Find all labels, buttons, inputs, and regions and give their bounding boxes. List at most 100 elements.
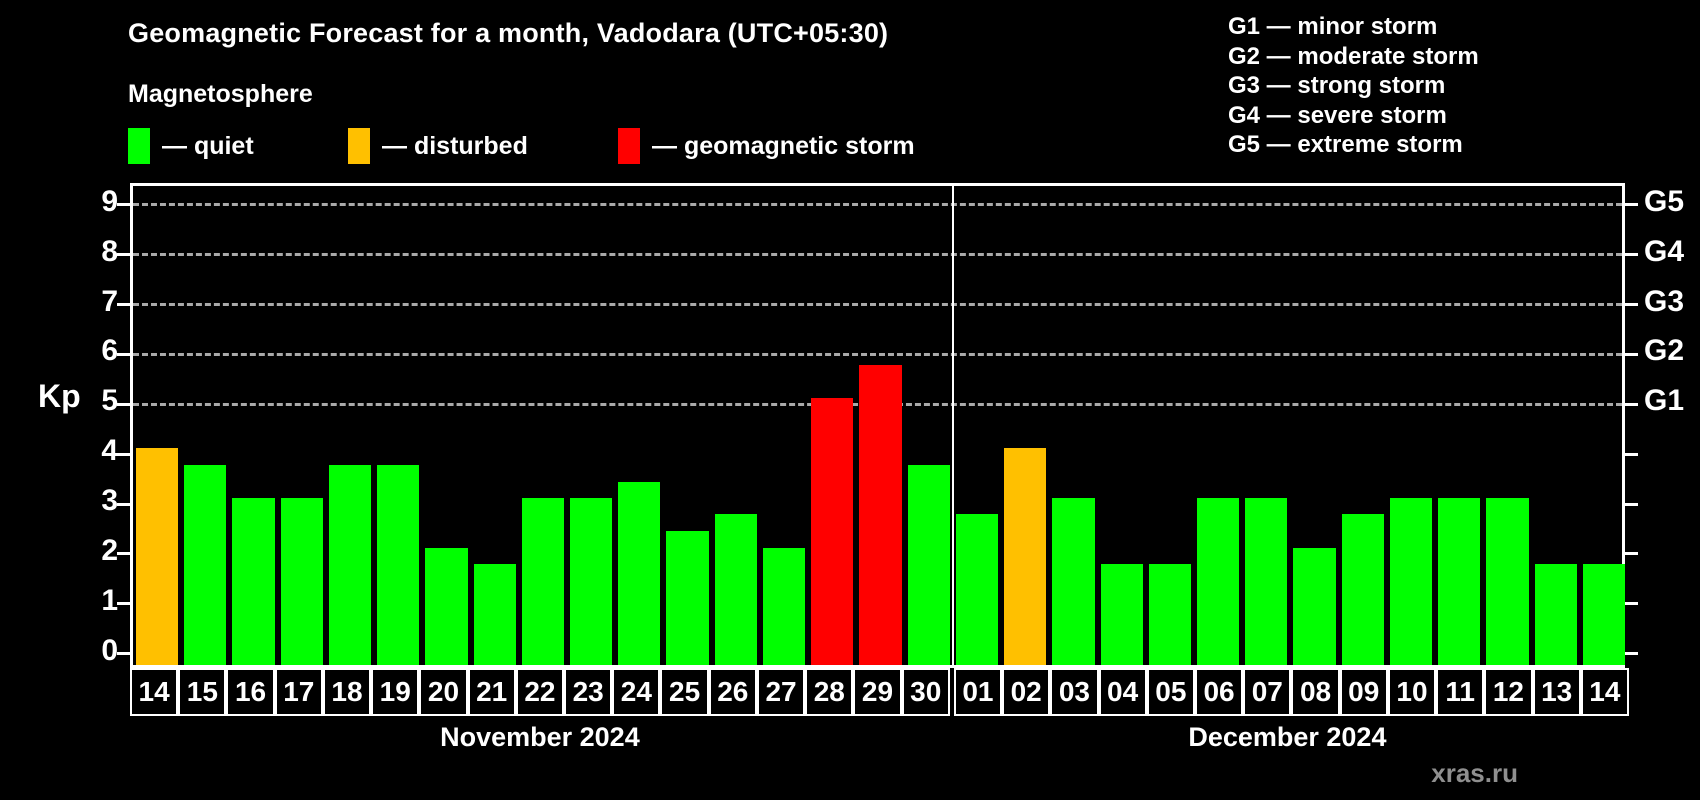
date-cell: 10 (1387, 668, 1437, 716)
kp-bar (1100, 564, 1143, 665)
kp-bar (618, 481, 661, 665)
kp-bar (666, 531, 709, 665)
month-labels: November 2024 December 2024 (130, 722, 1625, 762)
y-tick-right (1625, 452, 1638, 456)
disturbed-color-swatch (348, 128, 370, 164)
gridline-kp7 (133, 303, 1622, 307)
storm-color-swatch (618, 128, 640, 164)
kp-bar (762, 547, 806, 665)
kp-bar (521, 498, 565, 665)
magnetosphere-label: Magnetosphere (128, 80, 313, 108)
kp-bar (714, 514, 757, 665)
kp-bar (377, 464, 420, 665)
quiet-color-swatch (128, 128, 150, 164)
y-tick-right (1625, 602, 1638, 606)
y-axis-label: 0 (101, 633, 118, 667)
g-scale-line: G1 — minor storm (1228, 13, 1438, 40)
y-tick-right (1625, 352, 1638, 356)
kp-bar (184, 464, 227, 665)
date-cell: 09 (1339, 668, 1388, 716)
legend-item-label: — geomagnetic storm (652, 131, 915, 160)
date-cell: 05 (1146, 668, 1195, 716)
y-tick-right (1625, 402, 1638, 406)
y-axis-label: 5 (101, 384, 118, 418)
date-cell: 17 (274, 668, 323, 716)
date-cell: 26 (708, 668, 757, 716)
kp-bar (1534, 564, 1577, 665)
y-tick-left (117, 253, 130, 257)
kp-bar (907, 464, 950, 665)
date-cell: 14 (1580, 668, 1629, 716)
y-axis-label: 8 (101, 234, 118, 268)
kp-bar (1196, 498, 1240, 665)
g-scale-line: G4 — severe storm (1228, 101, 1447, 129)
month-divider (951, 186, 954, 665)
g-scale-legend: G1 — minor storm G2 — moderate storm G3 — … (1228, 12, 1479, 160)
date-cell: 02 (1002, 668, 1051, 716)
y-axis-label: 2 (101, 533, 118, 567)
date-cell: 15 (178, 668, 227, 716)
kp-bar (1052, 498, 1095, 665)
date-cell: 28 (805, 668, 854, 716)
g-level-label: G1 (1644, 384, 1685, 418)
date-cell: 14 (130, 668, 179, 716)
month-label: November 2024 (440, 722, 640, 752)
date-cell: 23 (564, 668, 613, 716)
date-cell: 08 (1291, 668, 1340, 716)
kp-bar (425, 547, 468, 665)
status-legend: — quiet — disturbed — geomagnetic storm (0, 127, 1100, 167)
gridline-kp8 (133, 253, 1622, 257)
y-tick-right (1625, 303, 1638, 307)
legend-item-label: — disturbed (382, 131, 528, 160)
legend-item-storm: — geomagnetic storm (618, 127, 915, 165)
kp-bar (280, 498, 323, 665)
g-scale-line: G5 — extreme storm (1228, 131, 1463, 158)
y-tick-left (117, 303, 130, 307)
kp-bar (1004, 448, 1047, 665)
y-axis-label: 3 (101, 484, 118, 518)
date-cell: 21 (467, 668, 516, 716)
date-cell: 01 (953, 668, 1003, 716)
gridline-kp9 (133, 203, 1622, 207)
y-tick-left (117, 402, 130, 406)
g-level-label: G2 (1644, 334, 1685, 368)
kp-bar (1245, 498, 1288, 665)
kp-bar (232, 498, 275, 665)
date-cell: 11 (1436, 668, 1485, 716)
kp-bar (1438, 498, 1481, 665)
kp-bar (473, 564, 516, 665)
y-tick-left (117, 552, 130, 556)
kp-bar (955, 514, 999, 665)
y-tick-left (117, 352, 130, 356)
kp-bar (1341, 514, 1384, 665)
kp-bar (1148, 564, 1191, 665)
g-scale-line: G3 — strong storm (1228, 72, 1446, 99)
y-axis-label: 4 (101, 434, 118, 468)
date-cell: 12 (1484, 668, 1533, 716)
date-axis: 14 15 16 17 18 19 20 21 22 23 24 25 26 27 28 29 30 01 02 03… (130, 668, 1632, 716)
date-cell: 29 (853, 668, 902, 716)
date-cell: 04 (1098, 668, 1147, 716)
kp-bar (1389, 498, 1433, 665)
kp-bar (1293, 547, 1336, 665)
date-cell: 27 (756, 668, 806, 716)
y-tick-left (117, 452, 130, 456)
y-tick-right (1625, 652, 1638, 656)
g-scale-line: G2 — moderate storm (1228, 42, 1479, 70)
y-axis-label: 9 (101, 184, 118, 218)
y-axis-title: Kp (38, 378, 81, 414)
month-label: December 2024 (1188, 722, 1387, 752)
g-level-label: G3 (1644, 284, 1685, 318)
date-cell: 07 (1243, 668, 1292, 716)
y-axis-label: 6 (101, 334, 118, 368)
kp-bar (570, 498, 613, 665)
gridline-kp6 (133, 352, 1622, 356)
kp-bar (859, 364, 902, 665)
y-tick-right (1625, 552, 1638, 556)
plot-area (117, 183, 1638, 668)
kp-bar (136, 448, 179, 665)
date-cell: 22 (515, 668, 565, 716)
date-cell: 16 (226, 668, 275, 716)
y-tick-right (1625, 253, 1638, 257)
